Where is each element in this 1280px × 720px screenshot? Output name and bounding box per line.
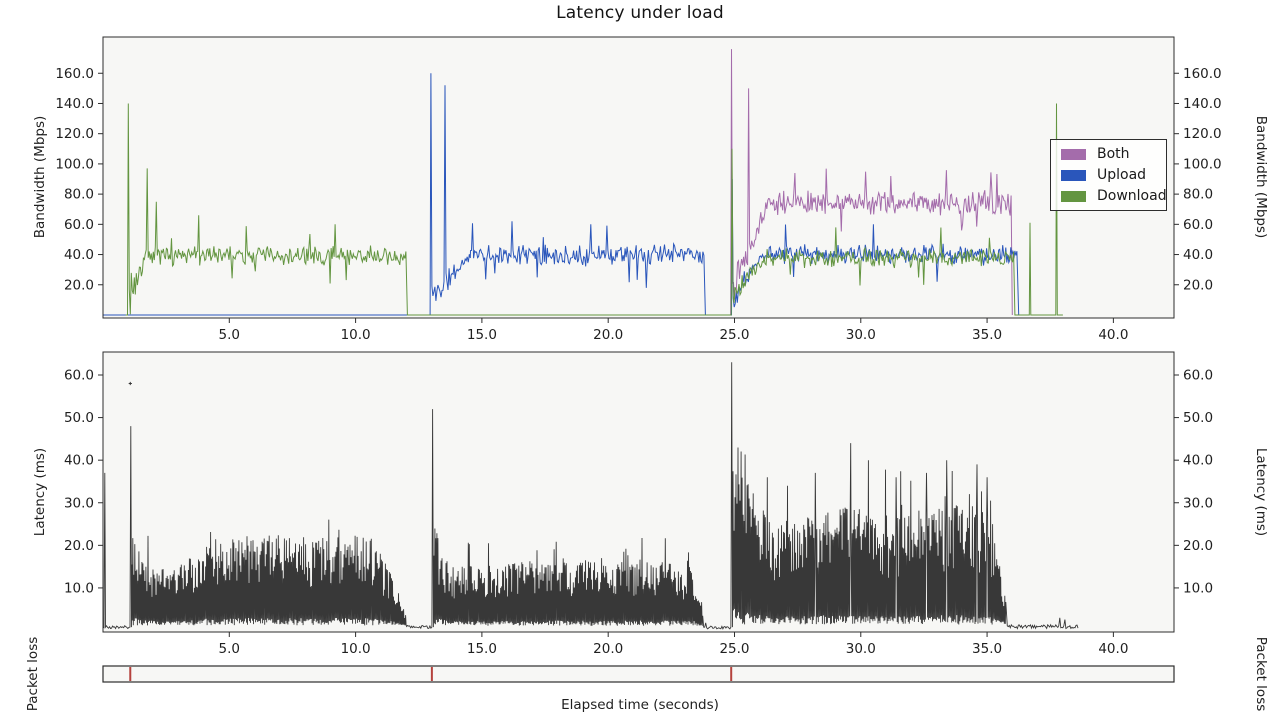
legend-label: Both [1097, 146, 1130, 162]
y-tick-label: 40.0 [64, 453, 94, 469]
y-tick-label: 60.0 [64, 367, 94, 383]
x-tick-label: 30.0 [846, 641, 876, 657]
bandwidth-panel: 20.0 20.0 40.0 40.0 60.0 60.0 80.0 80.0 100.0 100… [55, 36, 1222, 343]
y-tick-label: 120.0 [55, 126, 94, 142]
y-tick-label: 100.0 [1183, 156, 1222, 172]
legend-label: Upload [1097, 167, 1147, 183]
packet-loss-strip [102, 665, 1175, 683]
x-tick-label: 20.0 [593, 327, 623, 343]
x-tick-label: 25.0 [719, 327, 749, 343]
y-tick-label: 80.0 [64, 187, 94, 203]
y-tick-label: 80.0 [1183, 187, 1213, 203]
upload-series-line [103, 73, 1025, 316]
y-tick-label: 60.0 [1183, 367, 1213, 383]
legend-item-both: Both [1051, 147, 1166, 161]
both-series-line [730, 49, 1013, 316]
y-tick-label: 20.0 [1183, 277, 1213, 293]
legend-swatch-download [1061, 190, 1086, 202]
x-tick-label: 35.0 [972, 641, 1002, 657]
x-tick-label: 35.0 [972, 327, 1002, 343]
y-tick-label: 20.0 [64, 277, 94, 293]
latency-series-line [103, 362, 1079, 630]
y-tick-label: 140.0 [55, 96, 94, 112]
legend-swatch-upload [1061, 169, 1086, 181]
y-tick-label: 40.0 [1183, 453, 1213, 469]
y-tick-label: 50.0 [64, 410, 94, 426]
legend-item-upload: Upload [1051, 168, 1166, 182]
y-tick-label: 120.0 [1183, 126, 1222, 142]
legend-box: Both Upload Download [1050, 139, 1167, 211]
x-tick-label: 40.0 [1098, 327, 1128, 343]
y-tick-label: 10.0 [1183, 580, 1213, 596]
y-tick-label: 20.0 [1183, 538, 1213, 554]
x-tick-label: 25.0 [719, 641, 749, 657]
x-tick-label: 15.0 [467, 641, 497, 657]
legend-swatch-both [1061, 148, 1086, 160]
y-tick-label: 100.0 [55, 156, 94, 172]
download-series-line [125, 103, 1063, 316]
bandwidth-series-group [103, 49, 1063, 316]
y-tick-label: 140.0 [1183, 96, 1222, 112]
latency-axis-ticks: 10.0 10.0 20.0 20.0 30.0 30.0 40.0 40.0 50.0 50.0… [64, 367, 1213, 657]
x-tick-label: 5.0 [219, 327, 240, 343]
y-tick-label: 30.0 [64, 495, 94, 511]
y-tick-label: 10.0 [64, 580, 94, 596]
y-tick-label: 60.0 [64, 217, 94, 233]
x-tick-label: 15.0 [467, 327, 497, 343]
y-tick-label: 160.0 [1183, 66, 1222, 82]
x-tick-label: 30.0 [846, 327, 876, 343]
latency-panel: 10.0 10.0 20.0 20.0 30.0 30.0 40.0 40.0 50.0 50.0… [64, 351, 1213, 657]
x-tick-label: 10.0 [341, 641, 371, 657]
y-tick-label: 50.0 [1183, 410, 1213, 426]
legend-item-download: Download [1051, 188, 1167, 204]
legend-label: Download [1097, 188, 1167, 204]
x-tick-label: 40.0 [1098, 641, 1128, 657]
x-tick-label: 10.0 [341, 327, 371, 343]
y-tick-label: 20.0 [64, 538, 94, 554]
bandwidth-axis-ticks: 20.0 20.0 40.0 40.0 60.0 60.0 80.0 80.0 100.0 100… [55, 66, 1221, 343]
latency-outlier-dot [128, 381, 132, 386]
x-axis-title: Elapsed time (seconds) [561, 697, 719, 713]
x-tick-label: 5.0 [219, 641, 240, 657]
x-tick-label: 20.0 [593, 641, 623, 657]
y-tick-label: 60.0 [1183, 217, 1213, 233]
latency-series-group [103, 362, 1079, 630]
y-tick-label: 30.0 [1183, 495, 1213, 511]
y-tick-label: 40.0 [1183, 247, 1213, 263]
chart-title: Latency under load [556, 3, 724, 23]
y-tick-label: 40.0 [64, 247, 94, 263]
y-tick-label: 160.0 [55, 66, 94, 82]
